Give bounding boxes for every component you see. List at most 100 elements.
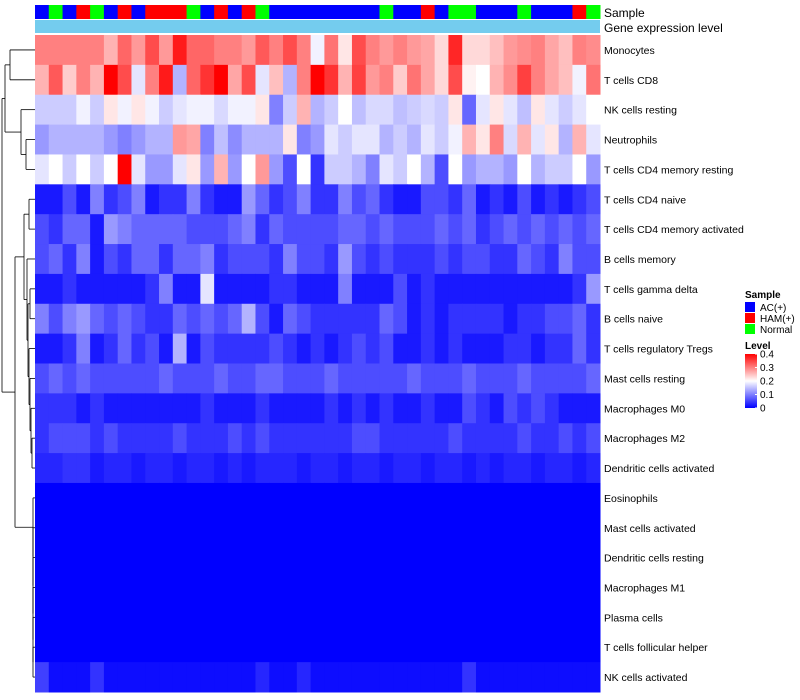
heatmap-cell xyxy=(475,512,491,544)
heatmap-cell xyxy=(269,423,284,454)
heatmap-cell xyxy=(255,453,270,484)
heatmap-cell xyxy=(241,184,256,215)
heatmap-cell xyxy=(517,214,532,245)
heatmap-cell xyxy=(255,393,270,424)
heatmap-cell xyxy=(35,154,50,185)
sample-annotation-cell xyxy=(255,5,270,19)
heatmap-cell xyxy=(117,512,132,544)
sample-annotation-bar xyxy=(35,5,601,19)
heatmap-cell xyxy=(558,154,573,185)
heatmap-cell xyxy=(558,35,573,66)
heatmap-cell xyxy=(365,214,381,245)
heatmap-cell xyxy=(558,662,573,693)
heatmap-cell xyxy=(172,632,188,663)
heatmap-cell xyxy=(48,572,64,603)
sample-annotation-cell xyxy=(531,5,546,19)
heatmap-cell xyxy=(324,64,339,96)
heatmap-cell xyxy=(407,94,422,126)
heatmap-cell xyxy=(407,273,422,305)
sample-annotation-cell xyxy=(241,5,256,19)
heatmap-cell xyxy=(448,423,463,454)
heatmap-cell xyxy=(186,124,201,155)
heatmap-cell xyxy=(131,572,146,603)
heatmap-cell xyxy=(90,572,105,603)
heatmap-cell xyxy=(200,662,215,693)
heatmap-cell xyxy=(517,542,532,574)
heatmap-cell xyxy=(586,602,601,633)
heatmap-cell xyxy=(159,184,174,215)
heatmap-cell xyxy=(544,273,560,305)
heatmap-cell xyxy=(338,94,353,126)
heatmap-cell xyxy=(448,482,463,514)
heatmap-cell xyxy=(48,632,64,663)
heatmap-cell xyxy=(324,273,339,305)
heatmap-cell xyxy=(544,35,560,66)
heatmap-cell xyxy=(35,124,50,155)
heatmap-cell xyxy=(48,512,64,544)
heatmap-cell xyxy=(90,482,105,514)
heatmap-cell xyxy=(324,124,339,155)
heatmap-cell xyxy=(131,363,146,394)
heatmap-cell xyxy=(503,273,518,305)
heatmap-cell xyxy=(62,124,77,155)
heatmap-cell xyxy=(283,393,298,424)
heatmap-cell xyxy=(48,273,64,305)
heatmap-cell xyxy=(131,662,146,693)
heatmap-cell xyxy=(448,542,463,574)
heatmap-cell xyxy=(420,423,436,454)
heatmap-cell xyxy=(48,333,64,364)
heatmap-cell xyxy=(379,124,394,155)
heatmap-cell xyxy=(448,333,463,364)
heatmap-cell xyxy=(90,303,105,335)
heatmap-cell xyxy=(296,273,312,305)
heatmap-cell xyxy=(572,124,587,155)
heatmap-cell xyxy=(76,572,91,603)
heatmap-cell xyxy=(324,154,339,185)
heatmap-cell xyxy=(241,542,256,574)
heatmap-cell xyxy=(296,572,312,603)
heatmap-cell xyxy=(462,363,477,394)
heatmap-cell xyxy=(103,542,119,574)
heatmap-cell xyxy=(448,393,463,424)
heatmap-cell xyxy=(586,154,601,185)
heatmap-cell xyxy=(145,303,160,335)
heatmap-cell xyxy=(544,124,560,155)
heatmap-cell xyxy=(214,632,229,663)
heatmap-cell xyxy=(310,482,325,514)
heatmap-cell xyxy=(90,64,105,96)
heatmap-cell xyxy=(475,35,491,66)
heatmap-cell xyxy=(379,662,394,693)
heatmap-cell xyxy=(214,393,229,424)
heatmap-cell xyxy=(544,423,560,454)
heatmap-cell xyxy=(227,303,243,335)
heatmap-cell xyxy=(503,482,518,514)
heatmap-cell xyxy=(296,662,312,693)
heatmap-cell xyxy=(462,482,477,514)
heatmap-cell xyxy=(379,572,394,603)
heatmap-cell xyxy=(283,482,298,514)
heatmap-cell xyxy=(489,333,505,364)
heatmap-cell xyxy=(489,363,505,394)
heatmap-cell xyxy=(255,482,270,514)
sample-annotation-cell xyxy=(90,5,105,19)
heatmap-cell xyxy=(145,154,160,185)
heatmap-cell xyxy=(76,184,91,215)
heatmap-cell xyxy=(269,393,284,424)
heatmap-cell xyxy=(531,94,546,126)
heatmap-cell xyxy=(310,64,325,96)
heatmap-cell xyxy=(517,393,532,424)
heatmap-cell xyxy=(517,273,532,305)
heatmap-cell xyxy=(283,363,298,394)
heatmap-cell xyxy=(434,423,449,454)
heatmap-cell xyxy=(310,423,325,454)
heatmap-cell xyxy=(351,214,367,245)
heatmap-cell xyxy=(172,393,188,424)
heatmap-cell xyxy=(159,482,174,514)
heatmap-cell xyxy=(255,303,270,335)
heatmap-cell xyxy=(145,124,160,155)
heatmap-cell xyxy=(324,393,339,424)
heatmap-cell xyxy=(131,632,146,663)
heatmap-cell xyxy=(586,244,601,275)
heatmap-cell xyxy=(283,244,298,275)
heatmap-cell xyxy=(338,512,353,544)
